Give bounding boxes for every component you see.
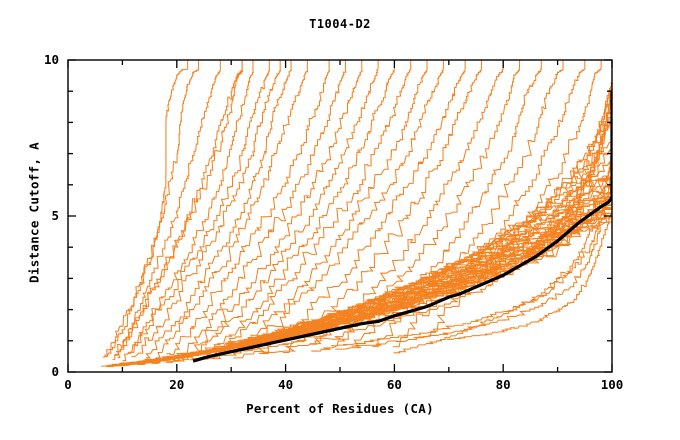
prediction-curve [127, 69, 271, 354]
y-tick-label: 5 [51, 208, 59, 223]
y-tick-label: 0 [51, 364, 59, 379]
prediction-curve [129, 197, 612, 365]
prediction-curve [335, 166, 612, 350]
prediction-curve [152, 147, 612, 363]
prediction-curve [212, 94, 612, 360]
x-tick-label: 100 [600, 377, 624, 392]
prediction-curve [118, 212, 612, 366]
prediction-curve [136, 187, 612, 365]
x-tick-label: 80 [495, 377, 511, 392]
prediction-curve [104, 69, 200, 357]
prediction-curve [102, 68, 188, 358]
prediction-curve [166, 69, 331, 356]
prediction-curve [176, 69, 347, 355]
prediction-curve [231, 69, 428, 353]
prediction-curve [131, 69, 282, 357]
prediction-curve [186, 69, 363, 354]
prediction-curve [311, 178, 612, 352]
prediction-curve [156, 69, 309, 359]
x-tick-label: 40 [278, 377, 294, 392]
x-tick-label: 0 [64, 377, 72, 392]
prediction-curve [262, 69, 466, 353]
prediction-curve [282, 69, 482, 353]
prediction-curve [393, 147, 612, 354]
prediction-curve [310, 69, 504, 345]
prediction-curve [247, 69, 444, 352]
prediction-curve [221, 69, 412, 350]
x-tick-label: 20 [169, 377, 185, 392]
prediction-curve [145, 69, 293, 359]
prediction-curve [446, 209, 612, 340]
prediction-curve [196, 69, 379, 356]
prediction-curve [212, 69, 396, 358]
prediction-curve [112, 69, 221, 360]
x-axis-label: Percent of Residues (CA) [246, 401, 434, 416]
prediction-curve [153, 156, 612, 364]
x-tick-label: 60 [386, 377, 402, 392]
prediction-curve [143, 178, 612, 364]
reference-curve [192, 91, 612, 363]
chart-title: T1004-D2 [309, 17, 371, 31]
prediction-curve [116, 69, 244, 353]
y-tick-label: 10 [43, 52, 59, 67]
